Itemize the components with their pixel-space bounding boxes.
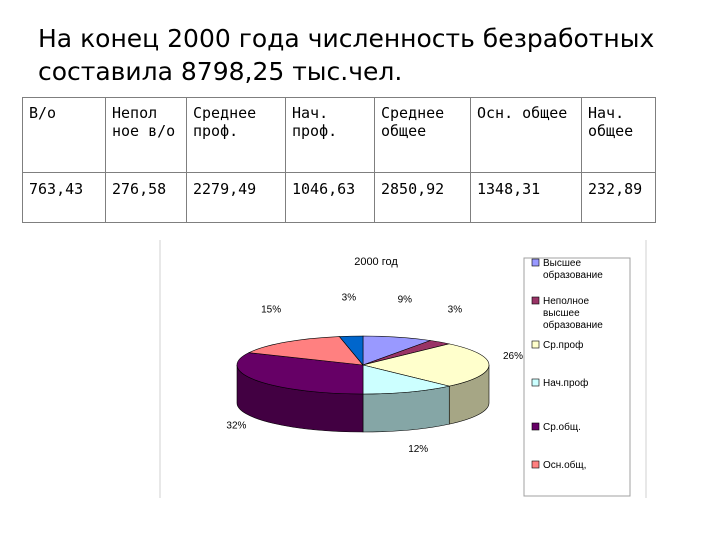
pie-chart: 2000 год 9% 3% 26% 12% 32% 15% 3% Высшее образо… <box>159 240 647 498</box>
table-header-cell: Среднее проф. <box>186 97 286 173</box>
legend-swatch <box>531 258 540 267</box>
pie-data-label: 15% <box>261 304 281 315</box>
table-value-cell: 232,89 <box>581 172 656 223</box>
table-header-cell: Осн. общее <box>470 97 582 173</box>
table-header-row: В/о Непол ное в/о Среднее проф. Нач. про… <box>22 97 656 173</box>
table-value-row: 763,43 276,58 2279,49 1046,63 2850,92 13… <box>22 172 656 223</box>
pie-slices <box>236 335 490 433</box>
table-value-cell: 276,58 <box>105 172 187 223</box>
legend-box <box>523 257 631 497</box>
table-header-cell: В/о <box>22 97 106 173</box>
table-value-cell: 1348,31 <box>470 172 582 223</box>
table-value-cell: 2850,92 <box>374 172 471 223</box>
table-value-cell: 2279,49 <box>186 172 286 223</box>
legend-entry: Осн.общ, <box>531 459 586 471</box>
table-header-cell: Нач. проф. <box>285 97 375 173</box>
legend-label: Неполное высшее образование <box>543 296 603 331</box>
table-header-cell: Непол ное в/о <box>105 97 187 173</box>
legend-swatch <box>531 296 540 305</box>
pie-slice <box>362 343 490 387</box>
legend-swatch <box>531 340 540 349</box>
chart-title: 2000 год <box>354 256 398 268</box>
legend-label: Нач.проф <box>543 377 588 389</box>
table-value-cell: 1046,63 <box>285 172 375 223</box>
legend-label: Ср.проф <box>543 339 583 351</box>
legend-label: Осн.общ, <box>543 459 586 471</box>
legend-entry: Неполное высшее образование <box>531 296 603 331</box>
pie-data-label: 26% <box>503 351 523 362</box>
unemployment-table: В/о Непол ное в/о Среднее проф. Нач. про… <box>22 97 656 223</box>
table-header-cell: Нач. общее <box>581 97 656 173</box>
pie-data-labels: 9% 3% 26% 12% 32% 15% 3% <box>226 292 523 455</box>
pie-data-label: 3% <box>448 304 463 315</box>
legend-entry: Высшее образование <box>531 258 603 281</box>
legend-swatch <box>531 460 540 469</box>
pie-slice <box>362 364 450 395</box>
chart-legend: Высшее образование Неполное высшее образован… <box>531 258 603 471</box>
table-header-cell: Среднее общее <box>374 97 471 173</box>
pie-data-label: 3% <box>342 292 357 303</box>
pie-data-label: 12% <box>408 444 428 455</box>
pie-data-label: 9% <box>398 294 413 305</box>
legend-swatch <box>531 422 540 431</box>
legend-label: Ср.общ. <box>543 421 581 433</box>
legend-entry: Нач.проф <box>531 377 588 389</box>
legend-label: Высшее образование <box>543 258 603 281</box>
legend-swatch <box>531 378 540 387</box>
pie-slice <box>236 352 364 395</box>
legend-entry: Ср.общ. <box>531 421 581 433</box>
slide-title: На конец 2000 года численность безработн… <box>38 24 655 86</box>
pie-data-label: 32% <box>226 421 246 432</box>
pie-chart-area: 2000 год 9% 3% 26% 12% 32% 15% 3% Высшее образо… <box>158 238 650 500</box>
pie-slice <box>338 335 364 366</box>
pie-slice <box>247 336 364 366</box>
table-value-cell: 763,43 <box>22 172 106 223</box>
legend-entry: Ср.проф <box>531 339 583 351</box>
